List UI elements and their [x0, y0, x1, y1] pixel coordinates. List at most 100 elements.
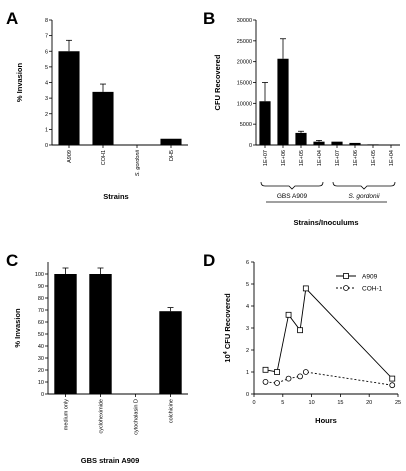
- chart-b: 0 5000 10000 15000 20000 25000 30000 1E+07 1E+06…: [213, 18, 400, 227]
- bar: [349, 142, 361, 145]
- data-point: [285, 375, 292, 382]
- bar: [92, 91, 114, 145]
- y-tick-label: 2: [246, 348, 249, 354]
- category-label: S. gordonii: [135, 149, 141, 176]
- group-brace: [260, 181, 324, 190]
- x-axis-title: Strains: [103, 192, 128, 201]
- y-tick-label: 6: [45, 49, 48, 55]
- bar: [160, 138, 182, 145]
- x-tick-label: 15: [337, 400, 343, 406]
- y-tick-label: 80: [38, 296, 44, 302]
- y-tick-label: 30: [38, 356, 44, 362]
- panel-letter-d: D: [203, 251, 215, 270]
- category-label: colchicine: [169, 399, 175, 423]
- category-label: 1E+05: [299, 150, 305, 166]
- category-label: cytochalasin D: [134, 399, 140, 435]
- category-label: COH1: [101, 150, 107, 165]
- data-point: [302, 369, 309, 375]
- category-label: 1E+06: [353, 150, 359, 166]
- legend-label: COH-1: [362, 286, 383, 293]
- legend-marker: [343, 285, 349, 291]
- y-tick-label: 3: [45, 96, 48, 102]
- y-tick-label: 0: [246, 392, 249, 398]
- y-tick-label: 4: [45, 81, 48, 87]
- y-axis-title-text: CFU Recovered: [223, 293, 232, 351]
- bar: [295, 132, 307, 145]
- bar: [313, 141, 325, 145]
- data-point: [297, 327, 303, 334]
- y-tick-label: 6: [246, 260, 249, 266]
- bar: [54, 274, 77, 394]
- y-axis-title: % Invasion: [13, 308, 22, 348]
- y-tick-label: 7: [45, 34, 48, 40]
- bar: [331, 141, 343, 145]
- data-point: [302, 285, 309, 292]
- legend-marker: [343, 273, 349, 279]
- category-label: 1E+07: [335, 150, 341, 166]
- data-point: [274, 369, 280, 375]
- y-tick-label: 2: [45, 112, 48, 118]
- y-tick-label: 10000: [237, 101, 252, 107]
- y-tick-label: 25000: [237, 39, 252, 45]
- y-axis-title-exponent: 4: [223, 350, 229, 354]
- y-axis-title: 104 CFU Recovered: [223, 293, 232, 363]
- x-tick-label: 0: [252, 400, 255, 406]
- group-brace: [332, 181, 396, 190]
- y-tick-label: 0: [41, 392, 44, 398]
- y-tick-label: 90: [38, 284, 44, 290]
- x-tick-label: 25: [395, 400, 401, 406]
- y-tick-label: 5: [246, 282, 249, 288]
- y-tick-label: 8: [45, 18, 48, 24]
- x-axis-title: GBS strain A909: [81, 456, 140, 465]
- y-tick-label: 40: [38, 344, 44, 350]
- y-tick-label: 20: [38, 368, 44, 374]
- y-tick-label: 4: [246, 304, 249, 310]
- y-tick-label: 0: [249, 143, 252, 149]
- panel-letter-a: A: [6, 9, 18, 28]
- data-point: [285, 311, 292, 318]
- group-label: GBS A909: [277, 193, 308, 200]
- data-point: [297, 373, 303, 380]
- x-tick-label: 10: [309, 400, 315, 406]
- panel-letter-c: C: [6, 251, 18, 270]
- category-label: cycloheximide: [99, 399, 105, 434]
- y-tick-label: 5: [45, 65, 48, 71]
- y-tick-label: 5000: [240, 122, 252, 128]
- y-tick-label: 0: [45, 143, 48, 149]
- series-line: [265, 287, 393, 379]
- category-label: 1E+06: [281, 150, 287, 166]
- y-axis-title-base: 10: [223, 354, 232, 362]
- bar: [89, 274, 112, 394]
- series-line: [265, 371, 393, 386]
- y-axis-title: % Invasion: [15, 62, 24, 102]
- data-point: [389, 382, 396, 389]
- y-tick-label: 10: [38, 380, 44, 386]
- legend-label: A909: [362, 274, 378, 281]
- x-axis-title: Hours: [315, 416, 337, 425]
- bar: [277, 58, 289, 145]
- data-point: [389, 375, 396, 382]
- bar: [159, 311, 182, 394]
- y-tick-label: 20000: [237, 60, 252, 66]
- panel-letter-b: B: [203, 9, 215, 28]
- y-tick-label: 100: [35, 272, 44, 278]
- group-label: S. gordonii: [348, 193, 380, 200]
- category-label: 1E+05: [371, 150, 377, 166]
- y-tick-label: 3: [246, 326, 249, 332]
- y-axis-title: CFU Recovered: [213, 54, 222, 110]
- bar: [259, 101, 271, 145]
- category-label: medium only: [64, 399, 70, 430]
- chart-c: 0 10 20 30 40 50 60 70 80 90 100 medium only cyclohe…: [13, 262, 188, 465]
- x-tick-label: 20: [366, 400, 372, 406]
- category-label: A909: [67, 150, 73, 163]
- y-tick-label: 1: [246, 370, 249, 376]
- x-tick-label: 5: [281, 400, 284, 406]
- bar: [367, 144, 379, 145]
- y-tick-label: 50: [38, 332, 44, 338]
- data-point: [262, 378, 269, 385]
- y-tick-label: 15000: [237, 81, 252, 87]
- y-tick-label: 70: [38, 308, 44, 314]
- category-label: 1E+04: [389, 150, 395, 166]
